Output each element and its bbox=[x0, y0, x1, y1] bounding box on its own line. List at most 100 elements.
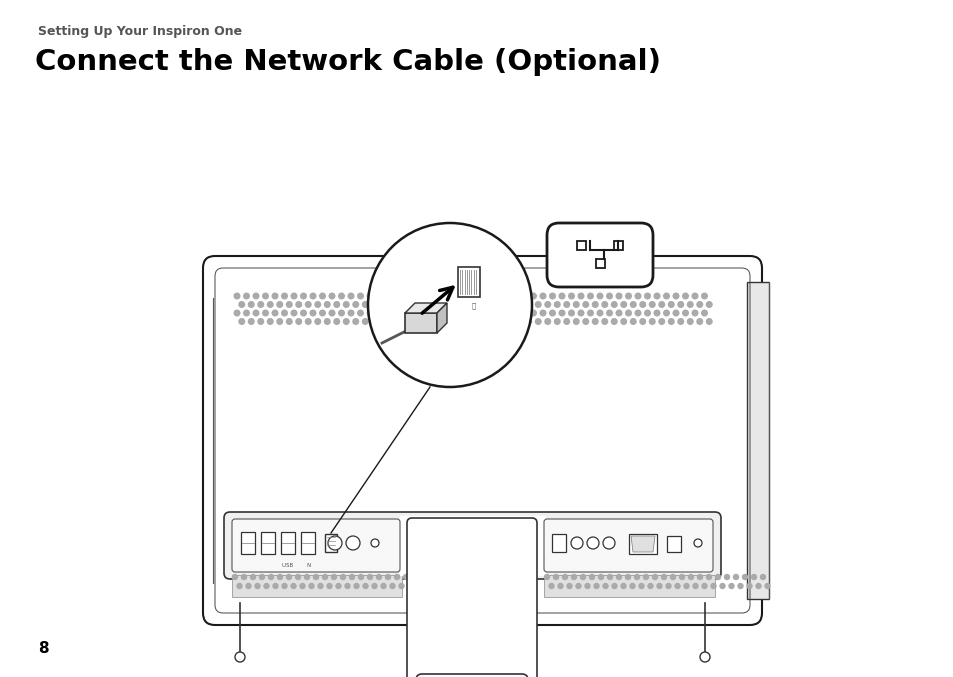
Circle shape bbox=[701, 310, 706, 315]
Bar bbox=[463, 676, 479, 677]
Circle shape bbox=[687, 319, 692, 324]
Circle shape bbox=[720, 584, 724, 588]
Circle shape bbox=[586, 537, 598, 549]
Circle shape bbox=[682, 293, 687, 299]
Circle shape bbox=[319, 293, 325, 299]
Text: Connect the Network Cable (Optional): Connect the Network Cable (Optional) bbox=[35, 48, 660, 76]
Circle shape bbox=[549, 293, 555, 299]
Circle shape bbox=[554, 319, 559, 324]
Circle shape bbox=[310, 293, 315, 299]
Circle shape bbox=[673, 293, 679, 299]
Circle shape bbox=[386, 293, 392, 299]
Circle shape bbox=[576, 584, 580, 588]
Circle shape bbox=[715, 575, 720, 580]
Circle shape bbox=[625, 310, 631, 315]
Circle shape bbox=[649, 319, 655, 324]
Circle shape bbox=[584, 584, 589, 588]
Circle shape bbox=[738, 584, 742, 588]
Bar bbox=[281, 532, 294, 554]
Circle shape bbox=[616, 293, 621, 299]
Circle shape bbox=[760, 575, 764, 580]
Circle shape bbox=[317, 584, 323, 588]
Circle shape bbox=[362, 319, 368, 324]
Circle shape bbox=[639, 319, 645, 324]
Circle shape bbox=[723, 575, 729, 580]
Circle shape bbox=[281, 293, 287, 299]
Circle shape bbox=[357, 310, 363, 315]
Circle shape bbox=[654, 310, 659, 315]
Circle shape bbox=[558, 293, 564, 299]
Circle shape bbox=[647, 584, 652, 588]
Circle shape bbox=[403, 575, 408, 580]
Circle shape bbox=[234, 652, 245, 662]
Circle shape bbox=[700, 652, 709, 662]
Circle shape bbox=[259, 575, 264, 580]
Circle shape bbox=[589, 575, 594, 580]
Bar bbox=[232, 575, 401, 597]
Circle shape bbox=[329, 310, 335, 315]
Circle shape bbox=[539, 310, 545, 315]
Circle shape bbox=[728, 584, 733, 588]
Circle shape bbox=[291, 584, 295, 588]
Circle shape bbox=[448, 575, 453, 580]
Circle shape bbox=[568, 293, 574, 299]
Circle shape bbox=[625, 293, 631, 299]
Circle shape bbox=[530, 293, 536, 299]
Circle shape bbox=[693, 539, 701, 547]
Circle shape bbox=[340, 575, 345, 580]
Circle shape bbox=[335, 584, 340, 588]
FancyBboxPatch shape bbox=[543, 519, 712, 572]
Bar bbox=[543, 575, 714, 597]
Circle shape bbox=[649, 302, 655, 307]
Circle shape bbox=[439, 575, 444, 580]
Circle shape bbox=[300, 293, 306, 299]
Circle shape bbox=[644, 310, 650, 315]
Circle shape bbox=[391, 302, 396, 307]
Circle shape bbox=[601, 319, 607, 324]
Circle shape bbox=[233, 310, 239, 315]
Circle shape bbox=[295, 302, 301, 307]
Circle shape bbox=[602, 584, 607, 588]
Circle shape bbox=[501, 310, 507, 315]
Bar bbox=[405, 313, 436, 333]
Circle shape bbox=[697, 319, 701, 324]
Circle shape bbox=[349, 575, 355, 580]
Circle shape bbox=[635, 310, 640, 315]
Bar bbox=[596, 259, 604, 268]
Circle shape bbox=[248, 319, 253, 324]
Circle shape bbox=[751, 575, 756, 580]
Circle shape bbox=[539, 293, 545, 299]
Bar bbox=[261, 532, 274, 554]
Circle shape bbox=[391, 319, 396, 324]
Text: 8: 8 bbox=[38, 641, 49, 656]
Circle shape bbox=[304, 575, 309, 580]
Circle shape bbox=[343, 302, 349, 307]
Circle shape bbox=[670, 575, 675, 580]
Circle shape bbox=[286, 302, 292, 307]
Circle shape bbox=[300, 310, 306, 315]
Circle shape bbox=[592, 302, 598, 307]
Circle shape bbox=[395, 293, 401, 299]
Circle shape bbox=[611, 319, 617, 324]
Circle shape bbox=[535, 319, 540, 324]
Circle shape bbox=[338, 310, 344, 315]
Circle shape bbox=[682, 310, 687, 315]
Circle shape bbox=[338, 293, 344, 299]
Circle shape bbox=[639, 302, 645, 307]
Circle shape bbox=[343, 319, 349, 324]
Circle shape bbox=[305, 302, 311, 307]
Circle shape bbox=[254, 584, 260, 588]
Circle shape bbox=[443, 584, 449, 588]
Circle shape bbox=[520, 293, 526, 299]
Circle shape bbox=[395, 310, 401, 315]
Circle shape bbox=[354, 584, 358, 588]
Bar bbox=[399, 516, 544, 575]
Circle shape bbox=[578, 310, 583, 315]
Circle shape bbox=[268, 575, 274, 580]
Circle shape bbox=[644, 293, 650, 299]
Circle shape bbox=[398, 584, 403, 588]
Polygon shape bbox=[436, 303, 447, 333]
Circle shape bbox=[683, 584, 688, 588]
Circle shape bbox=[243, 310, 249, 315]
Circle shape bbox=[663, 310, 669, 315]
